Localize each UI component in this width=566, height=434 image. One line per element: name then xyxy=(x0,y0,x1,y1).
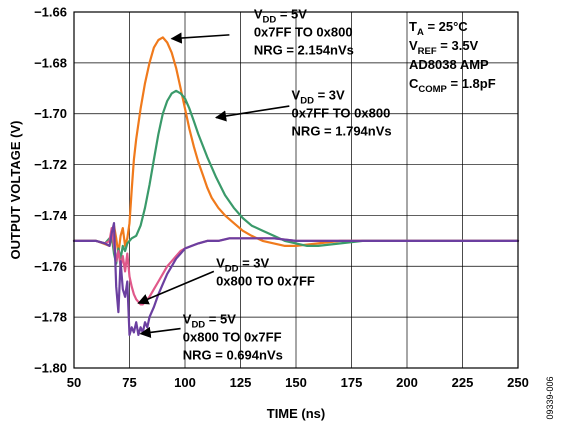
annotation-text-line: NRG = 2.154nVs xyxy=(254,42,354,57)
figure-id: 09339-006 xyxy=(545,376,555,419)
x-tick-label: 200 xyxy=(396,375,418,390)
y-tick-label: −1.70 xyxy=(34,106,67,121)
annotation-text-line: 0x800 TO 0x7FF xyxy=(216,274,315,289)
x-tick-label: 75 xyxy=(122,375,136,390)
y-tick-label: −1.76 xyxy=(34,259,67,274)
x-tick-label: 150 xyxy=(285,375,307,390)
axis-ticks: 50 75 100 125 150 175 200 225 250 −1.66 −1.68 −1.70… xyxy=(34,5,529,391)
condition-line: VREF = 3.5V xyxy=(409,38,479,57)
condition-line: TA = 25°C xyxy=(409,19,468,38)
condition-line: CCOMP = 1.8pF xyxy=(409,76,496,95)
annotation-text-line: VDD = 3V xyxy=(216,256,269,275)
y-tick-label: −1.74 xyxy=(34,208,68,223)
x-tick-label: 175 xyxy=(341,375,363,390)
series-line-4 xyxy=(72,222,520,336)
y-axis-title: OUTPUT VOLTAGE (V) xyxy=(8,121,23,260)
annotation-arrow xyxy=(137,270,215,305)
annotation-arrow xyxy=(214,105,290,122)
x-tick-label: 50 xyxy=(67,375,81,390)
x-tick-label: 100 xyxy=(174,375,196,390)
y-tick-label: −1.68 xyxy=(34,55,67,70)
annotation-text-line: VDD = 3V xyxy=(292,88,345,107)
x-tick-label: 250 xyxy=(507,375,529,390)
annotation-text-line: VDD = 5V xyxy=(254,6,307,25)
condition-line: AD8038 AMP xyxy=(409,57,489,72)
x-axis-title: TIME (ns) xyxy=(267,406,326,421)
annotation-text-line: NRG = 1.794nVs xyxy=(292,124,392,139)
annotation-text-line: 0x800 TO 0x7FF xyxy=(183,330,282,345)
annotation-text-line: VDD = 5V xyxy=(183,312,236,331)
annotation-text-line: 0x7FF TO 0x800 xyxy=(254,24,353,39)
annotation-text-line: NRG = 0.694nVs xyxy=(183,348,283,363)
y-tick-label: −1.72 xyxy=(34,157,67,172)
y-tick-label: −1.66 xyxy=(34,5,67,20)
annotation-arrow xyxy=(139,326,181,338)
x-tick-label: 225 xyxy=(452,375,474,390)
annotation-text-line: 0x7FF TO 0x800 xyxy=(292,106,391,121)
x-tick-label: 125 xyxy=(230,375,252,390)
annotation-arrow xyxy=(170,32,230,44)
series-lines xyxy=(72,36,520,336)
y-tick-label: −1.78 xyxy=(34,310,67,325)
y-tick-label: −1.80 xyxy=(34,361,67,376)
plot-frame xyxy=(73,11,519,369)
